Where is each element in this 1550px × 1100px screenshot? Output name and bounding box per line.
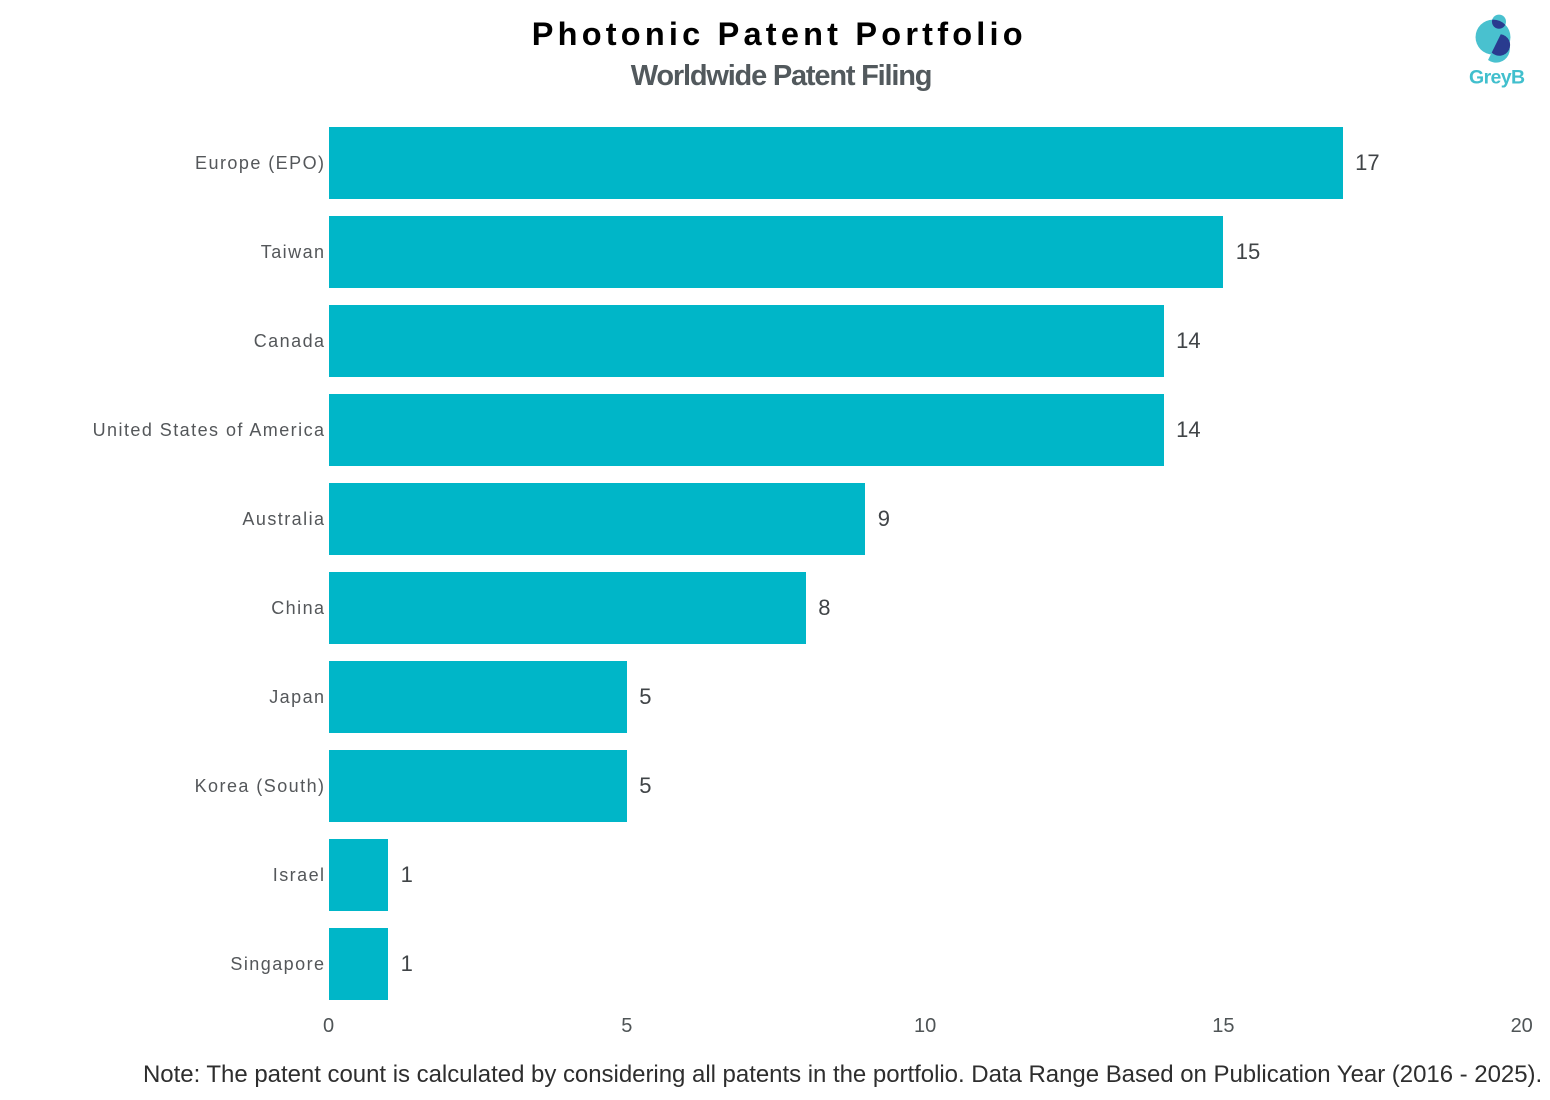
svg-text:GreyB: GreyB — [1469, 67, 1525, 89]
